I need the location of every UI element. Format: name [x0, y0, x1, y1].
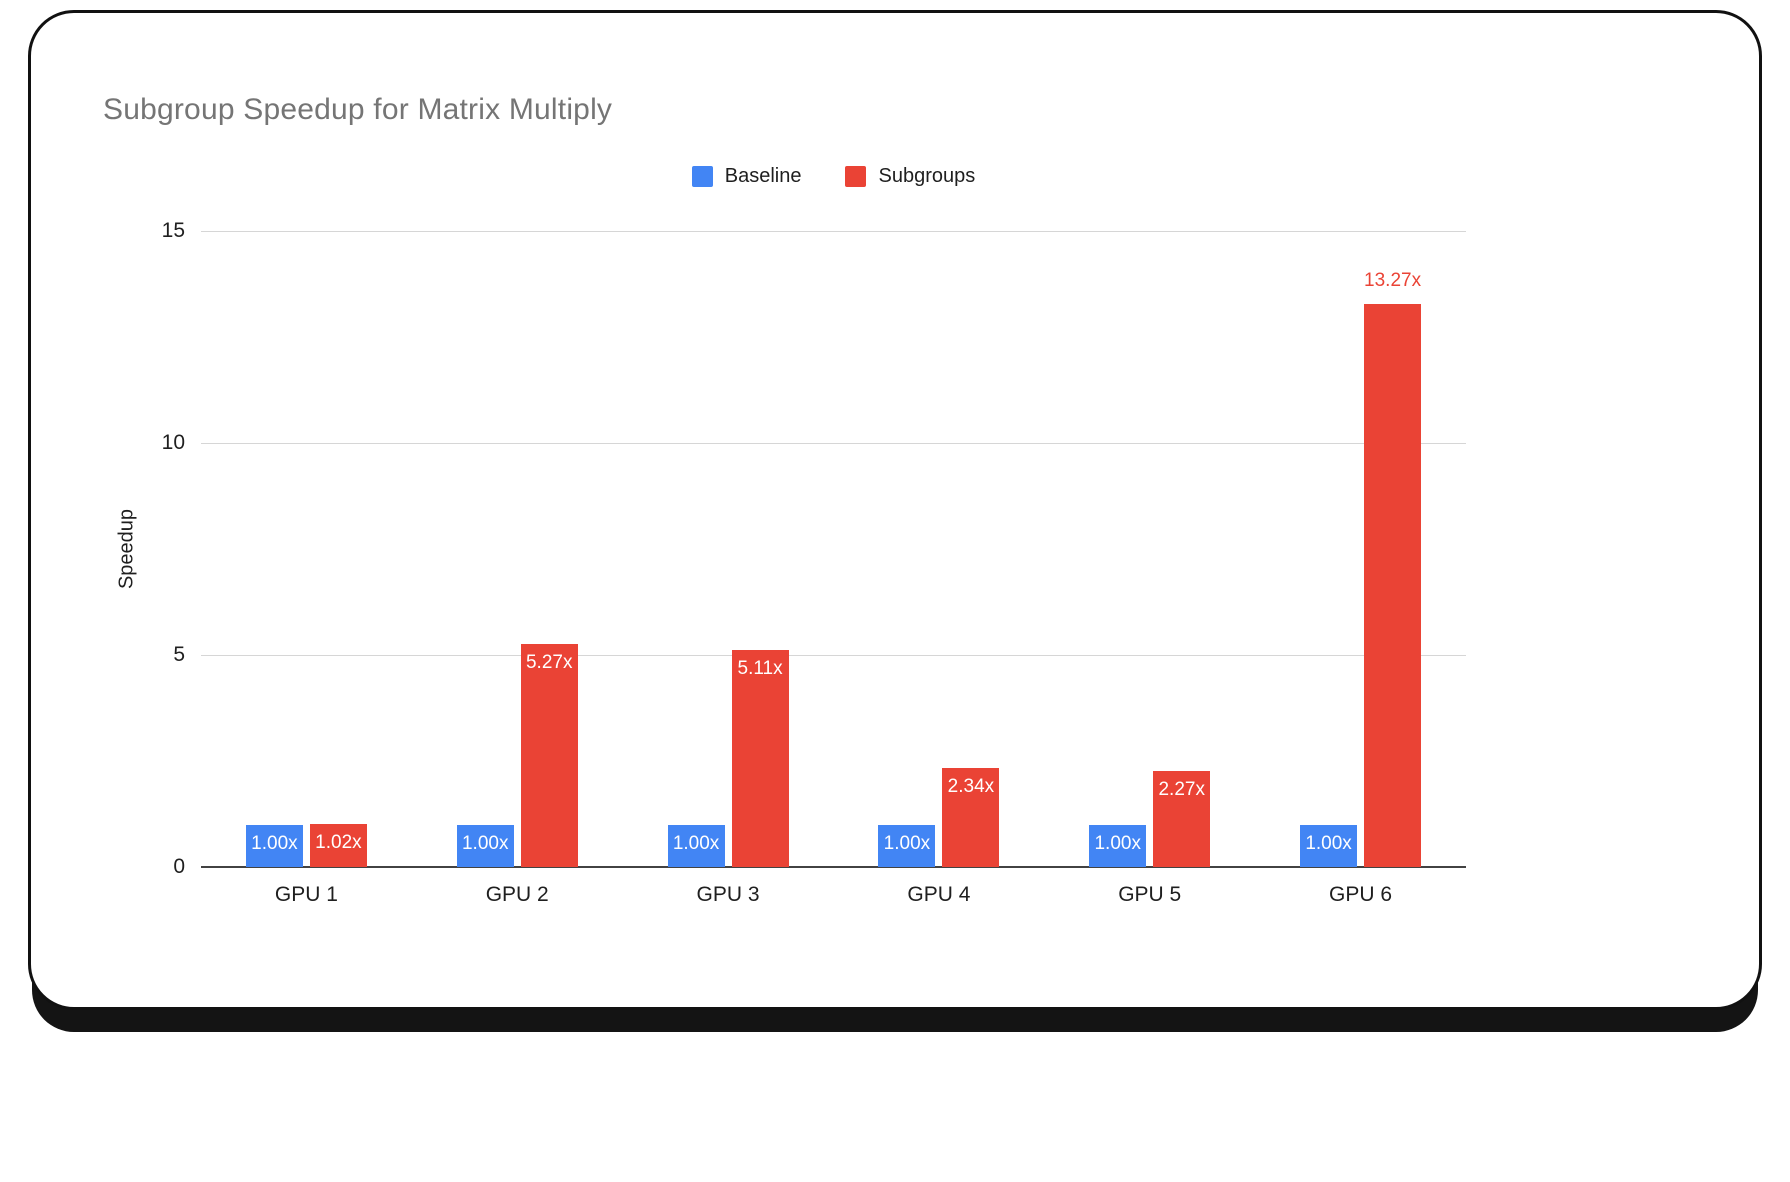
bar-subgroups-gpu-6: 13.27x: [1364, 270, 1421, 867]
legend-item-baseline: Baseline: [691, 165, 802, 188]
x-axis-label-gpu-3: GPU 3: [696, 883, 760, 906]
bar-value-label-baseline-gpu-4: 1.00x: [883, 833, 931, 854]
bar-value-label-baseline-gpu-2: 1.00x: [461, 833, 509, 854]
bar-value-label-subgroups-gpu-4: 2.34x: [947, 776, 995, 797]
bar-group-gpu-4: 1.00x 2.34x GPU 4: [834, 231, 1045, 906]
chart-title: Subgroup Speedup for Matrix Multiply: [103, 93, 613, 126]
gridline-5: [201, 655, 1466, 656]
bar-value-label-baseline-gpu-6: 1.00x: [1305, 833, 1352, 854]
bar-baseline-gpu-1: 1.00x: [245, 825, 303, 867]
bar-value-label-subgroups-gpu-3: 5.11x: [737, 658, 783, 679]
bar-value-label-subgroups-gpu-6: 13.27x: [1364, 270, 1422, 291]
bar-baseline-gpu-3: 1.00x: [667, 825, 725, 867]
bar-group-gpu-5: 1.00x 2.27x GPU 5: [1044, 231, 1255, 906]
bar-subgroups-gpu-4: 2.34x: [942, 768, 1000, 867]
bar-value-label-baseline-gpu-5: 1.00x: [1094, 833, 1141, 854]
bar-group-gpu-3: 1.00x 5.11x GPU 3: [623, 231, 834, 906]
bar-value-label-subgroups-gpu-1: 1.02x: [315, 832, 362, 853]
gridline-15: [201, 231, 1466, 232]
bar-value-label-subgroups-gpu-2: 5.27x: [525, 652, 573, 673]
bar-subgroups-gpu-5: 2.27x: [1153, 771, 1211, 867]
legend-swatch-subgroups: [845, 166, 867, 187]
bar-group-gpu-1: 1.00x 1.02x GPU 1: [201, 231, 412, 906]
bar-value-label-baseline-gpu-1: 1.00x: [251, 833, 298, 854]
x-axis-label-gpu-2: GPU 2: [485, 883, 549, 906]
bar-group-gpu-6: 1.00x 13.27x GPU 6: [1255, 231, 1466, 906]
bar-subgroups-gpu-1: 1.02x: [309, 824, 367, 867]
bar-baseline-gpu-4: 1.00x: [878, 825, 936, 867]
y-tick-label-0: 0: [173, 855, 185, 878]
legend: Baseline Subgroups: [201, 165, 1466, 188]
bar-subgroups-gpu-2: 5.27x: [520, 644, 578, 867]
bar-value-label-subgroups-gpu-5: 2.27x: [1158, 779, 1205, 800]
legend-label-baseline: Baseline: [724, 165, 802, 187]
legend-item-subgroups: Subgroups: [845, 165, 975, 188]
x-axis-label-gpu-4: GPU 4: [907, 883, 971, 906]
bar-baseline-gpu-2: 1.00x: [456, 825, 514, 867]
x-axis-label-gpu-1: GPU 1: [274, 883, 338, 906]
y-axis-title: Speedup: [115, 508, 138, 590]
x-axis-label-gpu-5: GPU 5: [1118, 883, 1182, 906]
y-tick-label-10: 10: [161, 431, 185, 454]
y-tick-label-5: 5: [173, 643, 185, 666]
plot-area: 0 5 10 15 1.00x 1.02x GPU 1 1.00x 5.27x GPU 2 1.00…: [162, 219, 1466, 906]
bar-subgroups-gpu-3: 5.11x: [731, 650, 789, 867]
x-axis-label-gpu-6: GPU 6: [1329, 883, 1393, 906]
bar-baseline-gpu-6: 1.00x: [1300, 825, 1358, 867]
bar-value-label-baseline-gpu-3: 1.00x: [672, 833, 720, 854]
x-axis-line: [201, 866, 1466, 868]
chart-card: Subgroup Speedup for Matrix Multiply Bas…: [28, 10, 1762, 1010]
legend-label-subgroups: Subgroups: [878, 165, 976, 187]
gridline-10: [201, 443, 1466, 444]
bar-baseline-gpu-5: 1.00x: [1089, 825, 1147, 867]
y-tick-label-15: 15: [161, 219, 185, 242]
legend-swatch-baseline: [691, 166, 713, 187]
bar-group-gpu-2: 1.00x 5.27x GPU 2: [412, 231, 623, 906]
